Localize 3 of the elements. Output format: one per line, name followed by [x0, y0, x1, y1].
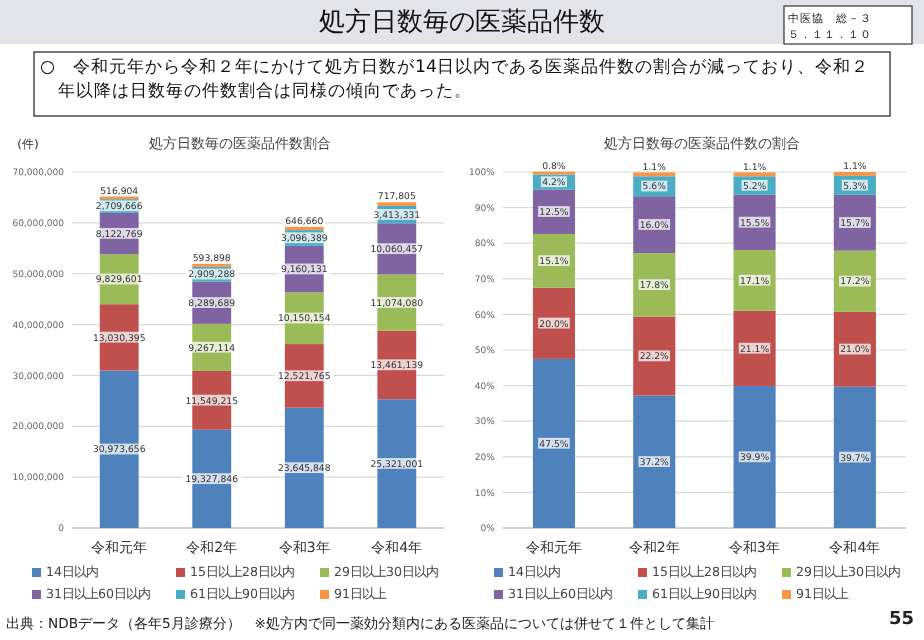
text: 55: [888, 610, 914, 630]
text: ○ 令和元年から令和２年にかけて処方日数が14日以内である医薬品件数の割合が減っており、令和２年以降は日数毎の件数割合は同様の傾向であった。: [40, 56, 871, 104]
text: 処方日数毎の医薬品件数: [319, 6, 605, 38]
